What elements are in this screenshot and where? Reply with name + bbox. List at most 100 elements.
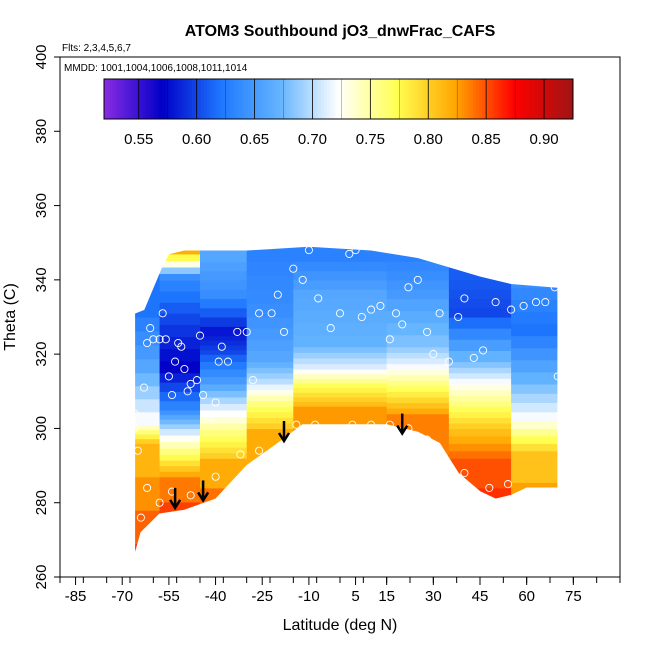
heatmap-cell <box>200 246 248 262</box>
colorbar-swatch <box>487 79 492 119</box>
heatmap-cell <box>200 261 248 272</box>
sample-point <box>149 335 158 344</box>
heatmap-cell <box>448 372 512 379</box>
colorbar-swatch <box>455 79 460 119</box>
heatmap-cell <box>159 266 201 274</box>
heatmap-cell <box>293 387 388 393</box>
heatmap-cell <box>200 396 248 404</box>
colorbar-swatch <box>312 79 316 119</box>
heatmap-cell <box>448 317 512 329</box>
date-note: MMDD: 1001,1004,1006,1008,1011,1014 <box>64 63 248 74</box>
sample-point <box>180 364 189 374</box>
colorbar-swatch <box>165 79 169 119</box>
sample-point <box>485 483 494 492</box>
colorbar-swatch <box>121 79 126 119</box>
heatmap-cell <box>134 411 161 426</box>
heatmap-cell <box>293 382 388 389</box>
colorbar-swatch <box>189 79 193 119</box>
colorbar-swatch <box>320 79 325 119</box>
heatmap-cell <box>246 361 294 368</box>
heatmap-cell <box>511 428 558 437</box>
heatmap-cell <box>387 159 450 211</box>
colorbar-swatch <box>435 79 439 119</box>
colorbar-swatch <box>256 79 260 119</box>
heatmap-cell <box>448 450 512 459</box>
heatmap-cell <box>293 401 388 407</box>
heatmap-cell <box>159 447 201 455</box>
y-tick-label: 280 <box>33 490 50 515</box>
heatmap-cell <box>159 526 201 553</box>
colorbar-swatch <box>288 79 293 119</box>
heatmap-cell <box>448 383 512 391</box>
heatmap-cell <box>200 458 248 489</box>
sample-point <box>304 246 313 255</box>
heatmap-cell <box>386 380 450 387</box>
colorbar-swatch <box>159 79 164 119</box>
colorbar-swatch <box>230 79 234 119</box>
sample-point <box>550 283 559 292</box>
sample-point <box>507 305 516 314</box>
colorbar-swatch <box>467 79 471 119</box>
colorbar-swatch <box>543 79 548 119</box>
x-tick-label: -40 <box>205 588 227 605</box>
heatmap-cell <box>159 324 201 338</box>
heatmap-cell <box>159 476 201 503</box>
colorbar-swatch <box>558 79 562 119</box>
colorbar-swatch <box>441 79 445 119</box>
heatmap-cell <box>511 435 558 444</box>
heatmap-cell <box>386 413 450 456</box>
colorbar-tick-label: 0.65 <box>240 131 269 148</box>
colorbar-swatch <box>567 79 571 119</box>
x-tick-label: 15 <box>378 588 395 605</box>
x-tick-label: -10 <box>298 588 320 605</box>
colorbar-swatch <box>262 79 266 119</box>
heatmap-cell <box>448 417 512 424</box>
sample-points <box>130 246 562 522</box>
colorbar-swatch <box>317 79 322 119</box>
heatmap-cell <box>200 349 248 355</box>
heatmap-cell <box>159 313 201 325</box>
colorbar-swatch <box>294 79 298 119</box>
heatmap-cell <box>200 409 248 417</box>
down-arrow <box>169 487 182 511</box>
colorbar-swatch <box>118 79 123 119</box>
sample-point <box>429 350 438 359</box>
colorbar-swatch <box>376 79 381 119</box>
colorbar-swatch <box>238 79 243 119</box>
sample-point <box>345 249 354 258</box>
heatmap-cell <box>386 298 450 312</box>
heatmap-cell <box>448 246 512 281</box>
heatmap-cell <box>511 513 558 547</box>
heatmap-cell <box>293 392 388 398</box>
colorbar-tick-label: 0.70 <box>298 131 327 148</box>
sample-point <box>279 327 289 336</box>
heatmap-cell <box>200 452 248 459</box>
colorbar-swatch <box>130 79 134 119</box>
heatmap-cell <box>246 246 294 262</box>
heatmap-cell <box>293 279 388 290</box>
heatmap-cell <box>511 393 558 403</box>
heatmap-cell <box>511 347 558 361</box>
heatmap-cell <box>386 261 450 272</box>
sample-point <box>335 309 345 318</box>
heatmap-cell <box>159 253 201 261</box>
down-arrow <box>396 413 409 436</box>
colorbar-tick-label: 0.90 <box>529 131 558 148</box>
heatmap-cell <box>511 545 558 555</box>
heatmap-cell <box>246 317 294 329</box>
domain-edge <box>134 245 559 555</box>
heatmap-cell <box>293 396 388 403</box>
colorbar-tick-label: 0.85 <box>472 131 501 148</box>
heatmap-cell <box>293 363 388 370</box>
sample-point <box>211 472 220 481</box>
colorbar-swatch <box>493 79 498 119</box>
heatmap-cell <box>246 465 294 504</box>
heatmap-cell <box>200 279 248 290</box>
colorbar-swatch <box>174 79 178 119</box>
heatmap-cell <box>246 303 294 318</box>
heatmap-cell <box>448 361 512 368</box>
heatmap-cell <box>448 443 512 452</box>
sample-point <box>217 342 226 351</box>
colorbar-swatch <box>274 79 278 119</box>
heatmap-cell <box>134 252 161 318</box>
